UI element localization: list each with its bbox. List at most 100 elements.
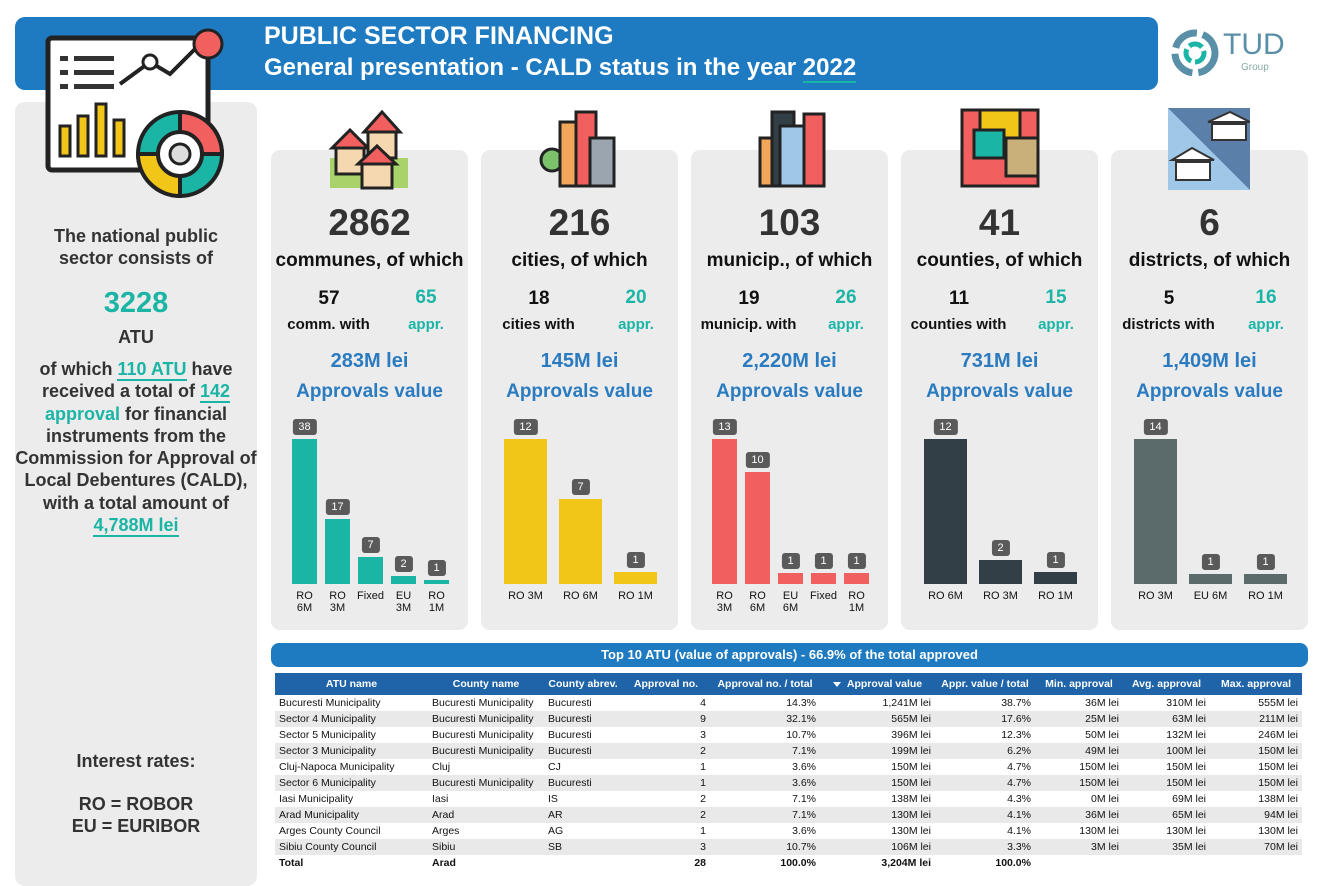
- table-cell: 199M lei: [820, 743, 935, 759]
- bar: [324, 519, 351, 584]
- table-cell: 150M lei: [1210, 743, 1302, 759]
- amount-label: Approvals value: [506, 381, 653, 402]
- approval-label: appr.: [618, 316, 654, 333]
- value-label: 1: [1256, 553, 1275, 570]
- value-label: 2: [394, 556, 413, 573]
- table-cell: 132M lei: [1166, 729, 1206, 741]
- table-cell: Iasi Municipality: [279, 793, 354, 805]
- x-tick-label: Fixed: [810, 590, 837, 602]
- table-cell: 10.7%: [710, 839, 820, 855]
- bar-group: 7 RO 6M: [553, 418, 608, 628]
- atu-label: communes, of which: [275, 250, 464, 271]
- table-cell: [1123, 855, 1210, 871]
- with-count: 5: [1163, 288, 1175, 309]
- table-cell: Arad: [432, 857, 456, 869]
- x-tick-label: RO 1M: [428, 590, 445, 614]
- bar: [810, 572, 837, 584]
- bar-group: 1 EU 6M: [774, 418, 807, 628]
- table-cell: Bucuresti: [548, 729, 592, 741]
- bar-chart: 12 RO 3M 7 RO 6M 1 RO 1M: [498, 418, 663, 628]
- with-count: 11: [948, 288, 970, 309]
- table-cell: 138M lei: [891, 793, 931, 805]
- table-cell: Sector 6 Municipality: [275, 775, 428, 791]
- table-cell: Sector 4 Municipality: [275, 711, 428, 727]
- districts-icon: [1168, 108, 1250, 190]
- bar: [423, 580, 450, 584]
- table-cell: 32.1%: [710, 711, 820, 727]
- amount-label: Approvals value: [716, 381, 863, 402]
- atu-count: 216: [548, 202, 611, 243]
- approval-amount: 1,409M lei: [1162, 350, 1257, 372]
- table-cell: Arges: [432, 825, 460, 837]
- table-row: Sector 5 Municipality Bucuresti Municipal…: [275, 727, 1302, 743]
- table-cell: 4.7%: [1007, 761, 1031, 773]
- table-title: Top 10 ATU (value of approvals) - 66.9% …: [271, 643, 1308, 667]
- column-header: Avg. approval: [1123, 673, 1210, 695]
- summary-text: of which: [39, 359, 113, 379]
- table-cell: Bucuresti: [548, 697, 592, 709]
- x-tick-label: RO 6M: [563, 590, 598, 602]
- atu-label: cities, of which: [511, 250, 648, 271]
- bar-group: 12 RO 6M: [918, 418, 973, 628]
- approval-amount: 145M lei: [540, 350, 619, 372]
- table-cell: 25M lei: [1035, 711, 1123, 727]
- sort-indicator: [832, 681, 841, 687]
- table-cell: Arges County Council: [279, 825, 381, 837]
- table-row: Total Arad 28 100.0% 3,204M lei 100.0%: [275, 855, 1302, 871]
- table-cell: Sector 5 Municipality: [279, 729, 376, 741]
- bar: [744, 472, 771, 584]
- with-label: cities with: [502, 316, 575, 333]
- table-cell: 3: [700, 729, 706, 741]
- column-header: County abrev.: [544, 673, 622, 695]
- approval-label: appr.: [408, 316, 444, 333]
- summary-text: have received a total of: [41, 359, 233, 402]
- bar: [1034, 571, 1077, 584]
- atu-label: districts, of which: [1128, 250, 1291, 271]
- bar: [924, 439, 967, 584]
- table-cell: 35M lei: [1123, 839, 1210, 855]
- bar: [979, 559, 1022, 584]
- table-cell: [1035, 855, 1123, 871]
- table-cell: AR: [544, 807, 622, 823]
- value-label: 1: [1046, 551, 1065, 568]
- column-title: Max. approval: [1220, 678, 1292, 690]
- table-cell: 130M lei: [1258, 825, 1298, 837]
- bar: [390, 576, 417, 584]
- x-tick-label: RO 1M: [618, 590, 653, 602]
- value-label: 1: [427, 560, 446, 577]
- value-label: 13: [712, 419, 737, 435]
- table-cell: 10.7%: [786, 729, 816, 741]
- table-cell: 150M lei: [1210, 775, 1302, 791]
- column-title: ATU name: [325, 678, 378, 690]
- bar-group: 2 EU 3M: [387, 418, 420, 628]
- summary-text: for financial instruments from the Commi…: [15, 403, 257, 513]
- table-cell: 130M lei: [820, 807, 935, 823]
- value-label: 2: [991, 539, 1010, 556]
- table-cell: Bucuresti Municipality: [432, 729, 534, 741]
- table-row: Iasi Municipality Iasi IS 2 7.1% 138M lei 4.3%…: [275, 791, 1302, 807]
- bar-group: 1 RO 1M: [420, 418, 453, 628]
- table-cell: 100M lei: [1123, 743, 1210, 759]
- value-label: 7: [571, 479, 590, 496]
- table-cell: 565M lei: [820, 711, 935, 727]
- sidebar-intro: The national public sector consists of: [53, 226, 218, 268]
- atu-count: 2862: [328, 202, 411, 243]
- table-cell: 138M lei: [1258, 793, 1298, 805]
- logo-tagline: Group: [1241, 62, 1269, 73]
- table-cell: 0M lei: [1090, 793, 1119, 805]
- x-tick-label: RO 3M: [508, 590, 543, 602]
- table-cell: 246M lei: [1258, 729, 1298, 741]
- amount-label: Approvals value: [926, 381, 1073, 402]
- table-cell: 150M lei: [891, 761, 931, 773]
- table-row: Cluj-Napoca Municipality Cluj CJ 1 3.6% 150M …: [275, 759, 1302, 775]
- logo-name: TUD: [1223, 28, 1285, 61]
- table-cell: 3.6%: [710, 775, 820, 791]
- table-cell: 396M lei: [891, 729, 931, 741]
- table-row: Bucuresti Municipality Bucuresti Municipa…: [275, 695, 1302, 711]
- table-cell: 4.1%: [935, 807, 1035, 823]
- page-subtitle: General presentation - CALD status in th…: [264, 54, 857, 83]
- table-cell: 7.1%: [792, 793, 816, 805]
- table-cell: 1,241M lei: [882, 697, 931, 709]
- table-cell: 36M lei: [1085, 697, 1119, 709]
